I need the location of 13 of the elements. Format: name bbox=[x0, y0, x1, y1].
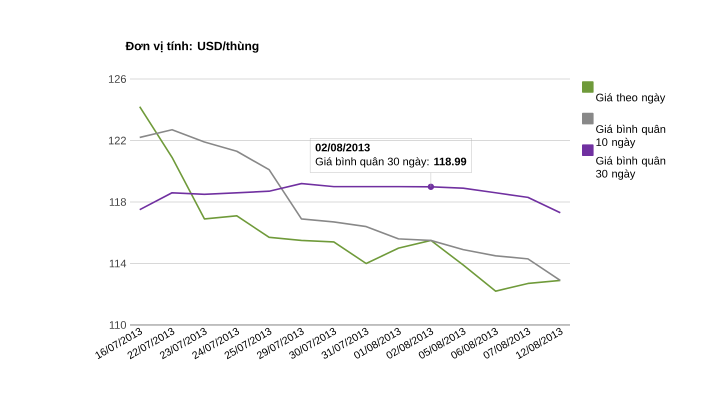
y-tick-label: 118 bbox=[110, 198, 126, 206]
y-tick-label: 110 bbox=[110, 321, 126, 329]
y-tick-label: 122 bbox=[108, 136, 126, 144]
line-series bbox=[138, 128, 562, 282]
line-series bbox=[138, 106, 562, 292]
chart-title: Đơn vị tính: USD/thùng bbox=[126, 41, 258, 53]
y-tick-label: 126 bbox=[108, 75, 126, 83]
annotation: Giá bình quân 30 ngày: 118.99 bbox=[316, 157, 466, 168]
legend-label: Giá bình quân 10 ngày bbox=[596, 124, 666, 148]
annotation: 02/08/2013 bbox=[316, 143, 370, 152]
legend-label: Giá theo ngày bbox=[596, 93, 666, 104]
legend-label: Giá bình quân 30 ngày bbox=[596, 156, 666, 180]
y-tick-label: 114 bbox=[110, 260, 126, 268]
